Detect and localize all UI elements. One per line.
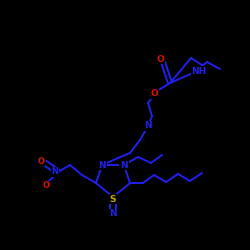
Text: N: N bbox=[98, 160, 106, 170]
Text: S: S bbox=[110, 194, 116, 203]
Text: N: N bbox=[144, 122, 152, 130]
Text: O: O bbox=[156, 54, 164, 64]
Text: NH: NH bbox=[192, 66, 206, 76]
Text: N: N bbox=[120, 160, 128, 170]
Text: O: O bbox=[38, 156, 44, 166]
Text: O: O bbox=[42, 182, 50, 190]
Text: O: O bbox=[150, 90, 158, 98]
Text: N: N bbox=[52, 168, 59, 176]
Text: N: N bbox=[109, 210, 117, 218]
